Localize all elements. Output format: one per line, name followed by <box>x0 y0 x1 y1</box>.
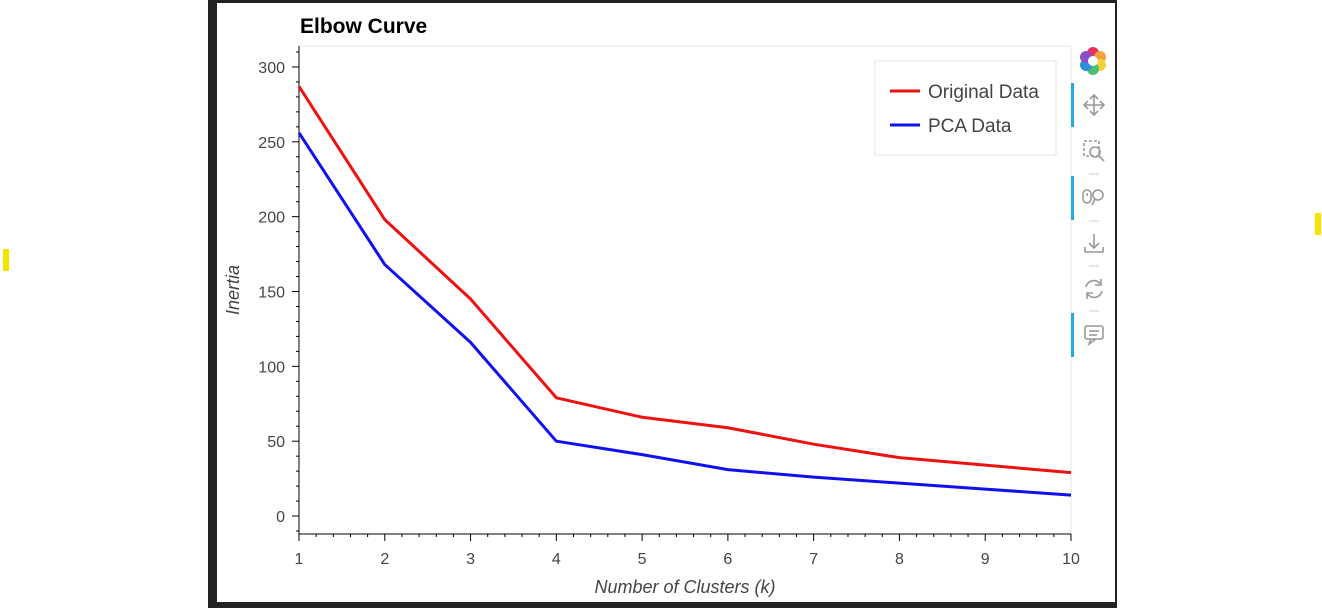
legend-label-original-data: Original Data <box>928 82 1039 103</box>
wheel-zoom-icon[interactable] <box>1082 189 1104 206</box>
legend: Original Data PCA Data <box>874 60 1057 156</box>
right-edge-marker <box>1315 213 1321 235</box>
plot-panel: Elbow Curve 0 50 100 150 200 250 300 1 2 3 4 5 6 7 8 9… <box>217 3 1115 602</box>
x-tick-label: 1 <box>295 551 304 568</box>
box-zoom-icon[interactable] <box>1083 140 1105 162</box>
x-tick-label: 2 <box>380 551 389 568</box>
x-tick-label: 10 <box>1062 551 1080 568</box>
y-tick-label: 250 <box>258 135 285 152</box>
toolbar <box>1071 47 1106 357</box>
y-axis-label: Inertia <box>223 265 243 315</box>
chart-title: Elbow Curve <box>300 15 427 38</box>
elbow-chart: Elbow Curve 0 50 100 150 200 250 300 1 2 3 4 5 6 7 8 9… <box>223 15 1106 597</box>
legend-label-pca-data: PCA Data <box>928 116 1012 137</box>
series-lines <box>297 85 1072 497</box>
y-tick-label: 300 <box>258 60 285 77</box>
pan-icon[interactable] <box>1082 93 1106 117</box>
left-edge-marker <box>3 249 9 271</box>
y-tick-label: 200 <box>258 210 285 227</box>
y-tick-label: 150 <box>258 284 285 301</box>
reset-icon[interactable] <box>1085 279 1103 299</box>
x-tick-label: 7 <box>809 551 818 568</box>
series-line-pca-data <box>297 132 1072 497</box>
x-tick-label: 3 <box>466 551 475 568</box>
bokeh-logo-icon[interactable] <box>1080 47 1106 75</box>
x-tick-label: 9 <box>981 551 990 568</box>
x-tick-label: 5 <box>638 551 647 568</box>
x-axis-label: Number of Clusters (k) <box>594 577 775 597</box>
pan-tool-active-indicator <box>1071 83 1074 127</box>
y-tick-label: 50 <box>267 434 285 451</box>
y-tick-label: 0 <box>276 509 285 526</box>
legend-box <box>874 60 1057 156</box>
hover-icon[interactable] <box>1084 325 1104 347</box>
wheel-zoom-active-indicator <box>1071 176 1074 220</box>
x-tick-label: 6 <box>723 551 732 568</box>
x-tick-label: 4 <box>552 551 561 568</box>
hover-tool-active-indicator <box>1071 313 1074 357</box>
series-line-original-data <box>297 85 1072 475</box>
save-icon[interactable] <box>1084 234 1104 253</box>
x-axis: 1 2 3 4 5 6 7 8 9 10 <box>295 533 1080 568</box>
y-tick-label: 100 <box>258 359 285 376</box>
x-tick-label: 8 <box>895 551 904 568</box>
y-axis: 0 50 100 150 200 250 300 <box>258 46 300 534</box>
